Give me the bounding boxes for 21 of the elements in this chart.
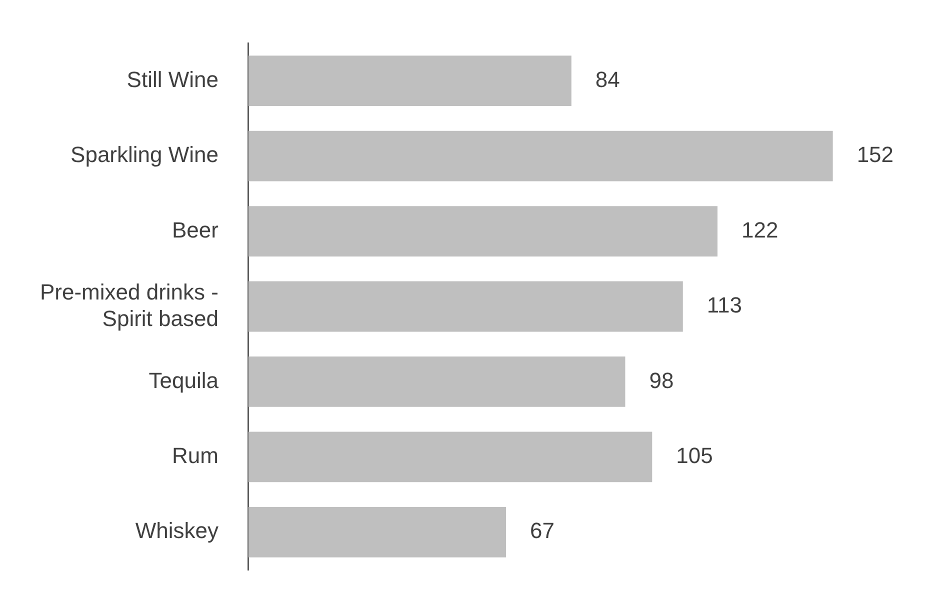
bar <box>248 281 683 332</box>
data-label: 67 <box>530 518 555 544</box>
bar <box>248 206 718 256</box>
y-tick-label: Whiskey <box>135 518 218 544</box>
y-tick-label: Pre-mixed drinks - Spirit based <box>40 279 218 331</box>
y-tick-label: Rum <box>172 443 218 468</box>
y-tick-label: Still Wine <box>126 66 218 92</box>
data-label: 84 <box>595 66 620 92</box>
data-label: 98 <box>649 368 674 393</box>
bar <box>248 432 652 482</box>
bar <box>248 356 626 407</box>
y-tick-label: Sparkling Wine <box>70 142 218 168</box>
data-label: 122 <box>741 217 778 242</box>
data-label: 152 <box>856 142 894 168</box>
y-tick-label: Tequila <box>148 368 220 393</box>
bar <box>248 130 833 182</box>
bar <box>248 56 572 106</box>
y-tick-label: Beer <box>172 217 218 242</box>
data-label: 105 <box>676 443 713 468</box>
data-label: 113 <box>706 292 742 318</box>
bar <box>248 506 506 558</box>
